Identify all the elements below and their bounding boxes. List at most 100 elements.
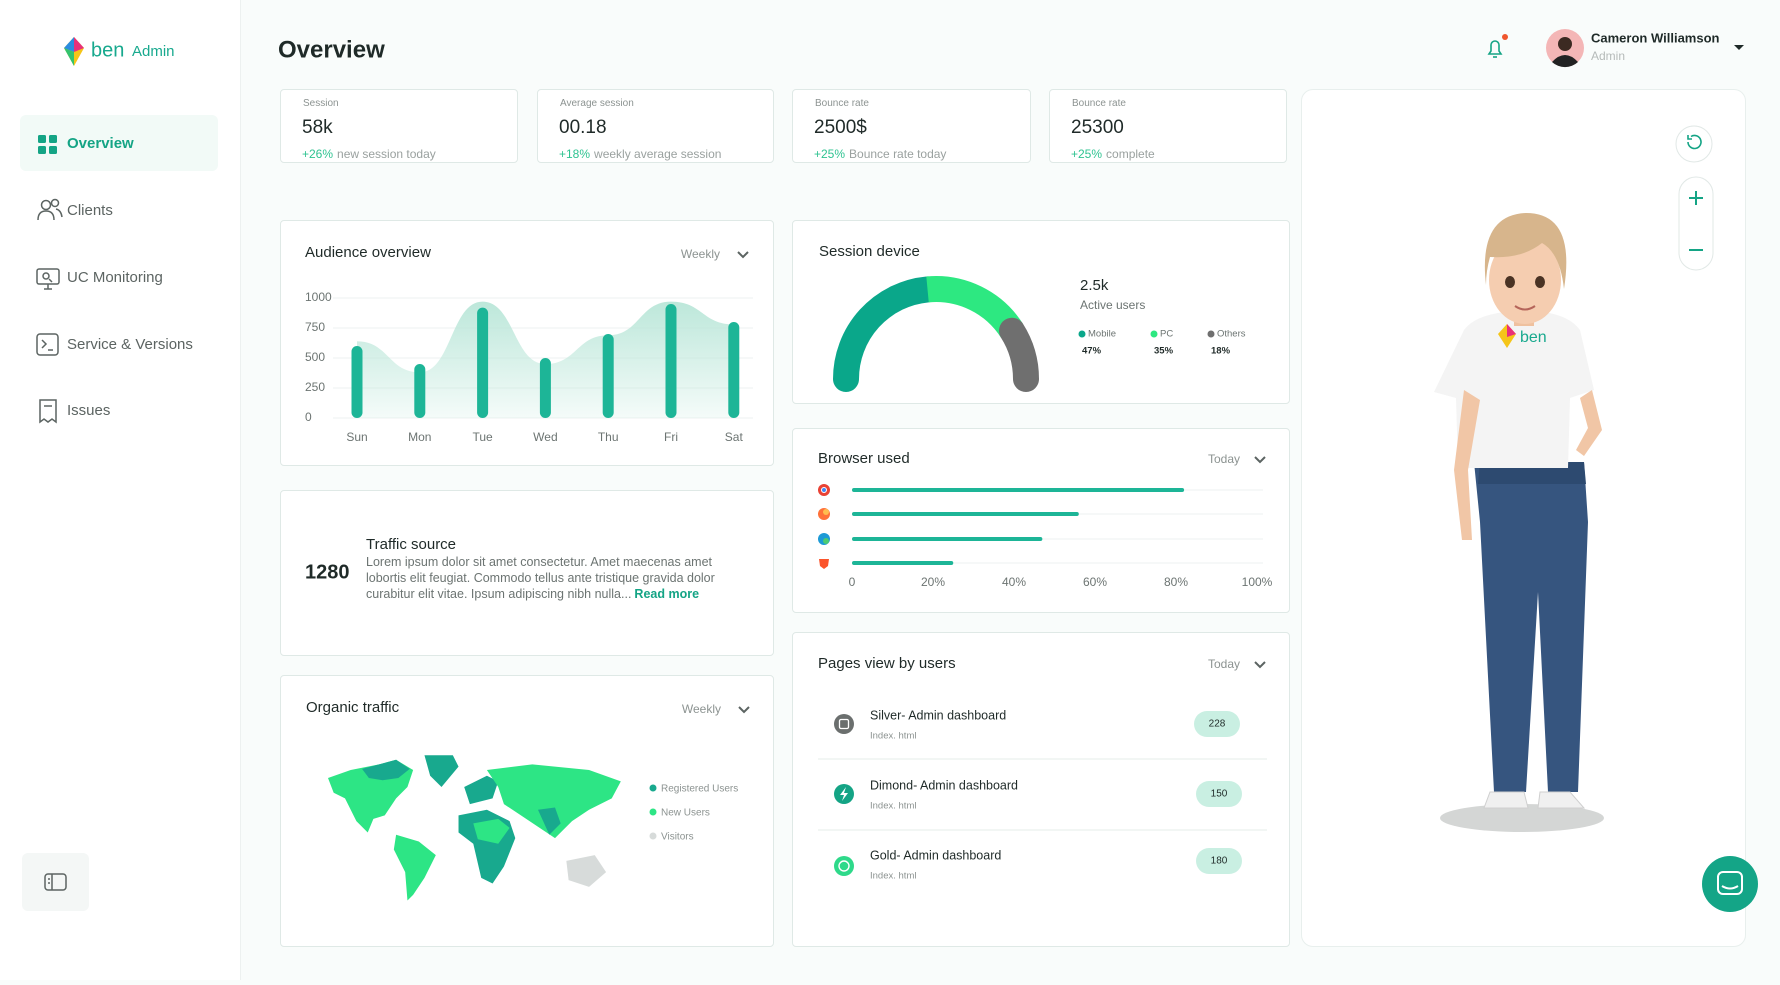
map-region: [537, 807, 561, 835]
nav-item[interactable]: UC Monitoring: [67, 269, 163, 286]
map-region: [424, 755, 459, 788]
count-badge: [1196, 781, 1242, 807]
stat-change-line: +18% weekly average session: [559, 147, 721, 161]
dropdown-chevron[interactable]: [738, 706, 750, 714]
dropdown-chevron[interactable]: [1254, 661, 1266, 669]
stat-card: Bounce rate 2500$ +25% Bounce rate today: [792, 89, 1031, 163]
bar: [728, 322, 740, 418]
nav-item[interactable]: Service & Versions: [67, 336, 193, 353]
browser-chart: Browser used Today 0 20% 40% 60% 80% 100%: [818, 450, 1273, 589]
chat-button[interactable]: [1700, 854, 1760, 914]
user-menu-caret[interactable]: [1734, 45, 1744, 50]
stat-change: +25%: [1071, 147, 1103, 161]
dropdown-chevron[interactable]: [737, 251, 749, 259]
user-avatar[interactable]: [1546, 29, 1584, 68]
count-badge: [1194, 711, 1240, 737]
read-more-link[interactable]: Read more: [634, 587, 700, 601]
notification-bell[interactable]: [1487, 34, 1508, 58]
bar: [414, 364, 426, 418]
x-tick-label: 60%: [1083, 575, 1107, 589]
legend-dot: [649, 832, 657, 840]
map-region: [473, 818, 510, 844]
sidebar: ben Admin Overview Clients UC Monitoring…: [0, 0, 241, 980]
stat-note: Bounce rate today: [849, 147, 947, 161]
legend-label: Registered Users: [661, 784, 738, 795]
reset-button[interactable]: [1675, 125, 1713, 163]
bar: [852, 512, 1079, 516]
gauge-segment: [833, 276, 941, 392]
user-role: Admin: [1591, 49, 1625, 63]
stat-card: Bounce rate 25300 +25% complete: [1049, 89, 1287, 163]
card-title: Pages view by users: [818, 655, 956, 672]
period-select[interactable]: Weekly: [682, 702, 721, 716]
dropdown-chevron[interactable]: [1254, 456, 1266, 464]
x-tick-label: 40%: [1002, 575, 1026, 589]
card-title: Audience overview: [305, 244, 431, 261]
organic-card: Organic traffic Weekly Registered Users …: [280, 675, 774, 947]
world-map: [328, 755, 621, 901]
svg-text:ben: ben: [1520, 329, 1547, 346]
bar: [602, 334, 614, 418]
period-select[interactable]: Weekly: [681, 247, 720, 261]
nav-item[interactable]: Issues: [67, 402, 110, 419]
legend-dot: [1150, 330, 1158, 338]
page-sub: Index. html: [870, 731, 916, 742]
stat-note: new session today: [337, 147, 436, 161]
x-tick-label: 0: [849, 575, 856, 589]
period-select[interactable]: Today: [1208, 452, 1240, 466]
bar: [665, 304, 677, 418]
page-icon: [834, 856, 854, 876]
page-icon: [834, 714, 854, 734]
bar: [477, 307, 489, 418]
page-sub: Index. html: [870, 871, 916, 882]
y-tick-label: 750: [305, 320, 325, 334]
page-count: 228: [1209, 719, 1226, 730]
value-label: 35%: [1154, 346, 1174, 357]
active-users-value: 2.5k: [1080, 277, 1109, 294]
nav-icon-clients: [37, 198, 63, 221]
bar: [351, 346, 363, 418]
stat-label: Session: [303, 98, 339, 109]
sidebar-toggle[interactable]: [22, 853, 89, 911]
traffic-card: 1280 Traffic source Lorem ipsum dolor si…: [280, 490, 774, 656]
period-select[interactable]: Today: [1208, 657, 1240, 671]
legend-label: New Users: [661, 808, 710, 819]
x-tick-label: Tue: [472, 430, 493, 444]
zoom-in[interactable]: [1689, 191, 1703, 205]
x-tick-label: 100%: [1242, 575, 1273, 589]
stat-value: 58k: [302, 117, 333, 138]
area: [357, 301, 734, 418]
page-count: 180: [1211, 856, 1228, 867]
nav-item[interactable]: Overview: [67, 135, 134, 152]
bar: [852, 488, 1185, 492]
map-region: [486, 764, 621, 839]
zoom-controls: [1678, 176, 1714, 271]
gauge-segment: [926, 276, 1023, 339]
page-title: Silver- Admin dashboard: [870, 708, 1006, 722]
audience-chart: Audience overview Weekly 0 250 500 750 1000 S…: [305, 244, 753, 444]
card-title: Traffic source: [366, 536, 456, 553]
stat-change-line: +25% Bounce rate today: [814, 147, 946, 161]
page-title: Gold- Admin dashboard: [870, 848, 1001, 862]
avatar-scene: ben: [1434, 125, 1714, 832]
nav-icon-monitoring: [36, 268, 60, 290]
x-tick-label: 80%: [1164, 575, 1188, 589]
bar: [539, 358, 551, 418]
page-sub: Index. html: [870, 801, 916, 812]
y-tick-label: 250: [305, 380, 325, 394]
stat-value: 00.18: [559, 117, 607, 138]
user-name: Cameron Williamson: [1591, 30, 1720, 45]
header: Overview Cameron Williamson Admin: [278, 29, 1744, 68]
stat-change-line: +25% complete: [1071, 147, 1155, 161]
legend-label: Visitors: [661, 832, 694, 843]
x-tick-label: Sat: [725, 430, 744, 444]
x-tick-label: Thu: [598, 430, 619, 444]
avatar-panel: ben: [1301, 89, 1746, 947]
x-tick-label: Wed: [533, 430, 557, 444]
avatar-figure: ben: [1434, 213, 1604, 832]
legend-dot: [649, 808, 657, 816]
nav-item[interactable]: Clients: [67, 202, 113, 219]
traffic-value: 1280: [305, 561, 350, 583]
browser-card: Browser used Today 0 20% 40% 60% 80% 100%: [792, 428, 1290, 613]
